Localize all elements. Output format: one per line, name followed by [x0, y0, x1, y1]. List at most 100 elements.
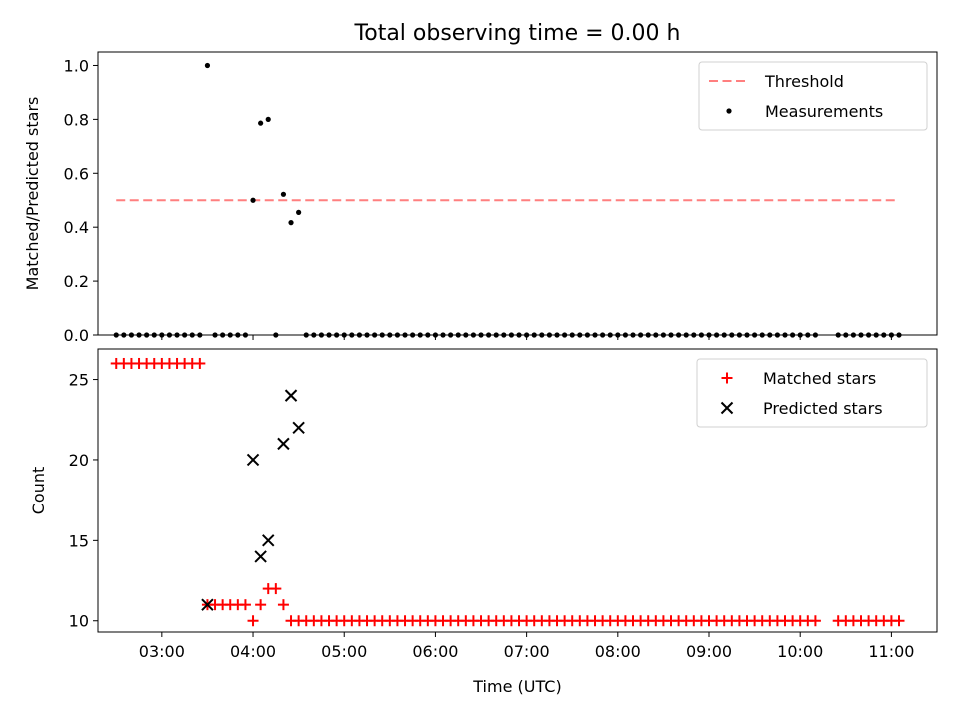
- legend-box: [698, 61, 928, 131]
- data-point: [189, 332, 195, 338]
- data-point: [592, 332, 598, 338]
- data-point: [448, 332, 454, 338]
- data-point: [850, 332, 857, 338]
- x-tick-label: 10:00: [777, 642, 823, 661]
- data-point: [288, 220, 294, 226]
- data-point: [653, 332, 659, 338]
- legend-label: Measurements: [765, 102, 883, 121]
- data-point: [410, 332, 416, 338]
- data-point: [554, 332, 560, 338]
- data-point: [463, 332, 469, 338]
- data-point: [896, 332, 902, 338]
- data-point: [797, 332, 803, 338]
- data-point: [782, 332, 788, 338]
- x-tick-label: 05:00: [321, 642, 367, 661]
- data-point: [539, 332, 545, 338]
- data-point: [843, 332, 849, 338]
- data-point: [270, 583, 282, 595]
- data-point: [752, 332, 758, 338]
- legend-swatch: [726, 108, 732, 114]
- data-point: [630, 332, 636, 338]
- data-point: [113, 332, 119, 338]
- data-point: [759, 332, 765, 338]
- data-point: [809, 615, 821, 627]
- data-point: [577, 332, 583, 338]
- x-tick-label: 06:00: [412, 642, 458, 661]
- data-point: [341, 332, 347, 338]
- data-point: [194, 357, 206, 369]
- data-point: [254, 550, 267, 563]
- series-matched-stars: [110, 357, 905, 627]
- x-tick-label: 11:00: [868, 642, 914, 661]
- marker-stroke: [246, 453, 260, 467]
- data-point: [729, 332, 735, 338]
- data-point: [873, 332, 879, 338]
- plot-frame: [97, 348, 938, 633]
- data-point: [893, 615, 905, 627]
- legend: Matched stars Predicted stars: [696, 358, 928, 428]
- data-point: [691, 332, 697, 338]
- marker-stroke: [254, 550, 267, 563]
- data-point: [858, 332, 864, 338]
- data-point: [432, 332, 439, 338]
- data-point: [508, 332, 515, 338]
- data-point: [425, 332, 431, 338]
- data-point: [881, 332, 887, 338]
- data-point: [136, 332, 142, 338]
- data-point: [417, 332, 423, 338]
- y-tick-label: 20: [69, 451, 89, 470]
- data-point: [121, 332, 127, 338]
- legend-box: [696, 358, 928, 428]
- data-point: [166, 332, 173, 338]
- x-tick-label: 07:00: [504, 642, 550, 661]
- data-point: [182, 332, 188, 338]
- data-point: [562, 332, 568, 338]
- data-point: [812, 332, 819, 338]
- data-point: [706, 332, 712, 338]
- data-point: [607, 332, 613, 338]
- data-point: [683, 332, 689, 338]
- data-point: [201, 598, 214, 611]
- data-point: [767, 332, 773, 338]
- data-point: [220, 332, 226, 338]
- data-point: [277, 437, 290, 451]
- data-point: [151, 332, 157, 338]
- data-point: [402, 332, 408, 338]
- data-point: [262, 534, 275, 547]
- data-point: [318, 332, 325, 338]
- data-point: [311, 332, 317, 338]
- marker-stroke: [292, 421, 305, 434]
- y-tick-label: 25: [69, 371, 89, 390]
- data-point: [835, 332, 841, 338]
- legend: Threshold Measurements: [698, 61, 928, 131]
- data-point: [247, 615, 259, 627]
- marker-stroke: [284, 389, 298, 402]
- marker-stroke: [262, 534, 275, 547]
- data-point: [774, 332, 781, 338]
- data-point: [501, 332, 507, 338]
- data-point: [159, 332, 165, 338]
- data-point: [242, 332, 249, 338]
- data-point: [524, 332, 530, 338]
- data-point: [744, 332, 750, 338]
- x-axis-label: Time (UTC): [472, 677, 561, 696]
- legend-label: Threshold: [764, 72, 844, 91]
- data-point: [280, 191, 287, 197]
- data-point: [790, 332, 796, 338]
- y-tick-label: 0.6: [64, 164, 89, 183]
- data-point: [676, 332, 682, 338]
- data-point: [204, 62, 211, 69]
- data-point: [250, 197, 256, 203]
- data-point: [394, 332, 401, 338]
- data-point: [615, 332, 621, 338]
- data-point: [645, 332, 651, 338]
- data-point: [486, 332, 492, 338]
- data-point: [227, 332, 233, 338]
- data-point: [569, 332, 575, 338]
- data-point: [440, 332, 446, 338]
- data-point: [128, 332, 135, 338]
- data-point: [600, 332, 606, 338]
- data-point: [356, 332, 363, 338]
- data-point: [326, 332, 332, 338]
